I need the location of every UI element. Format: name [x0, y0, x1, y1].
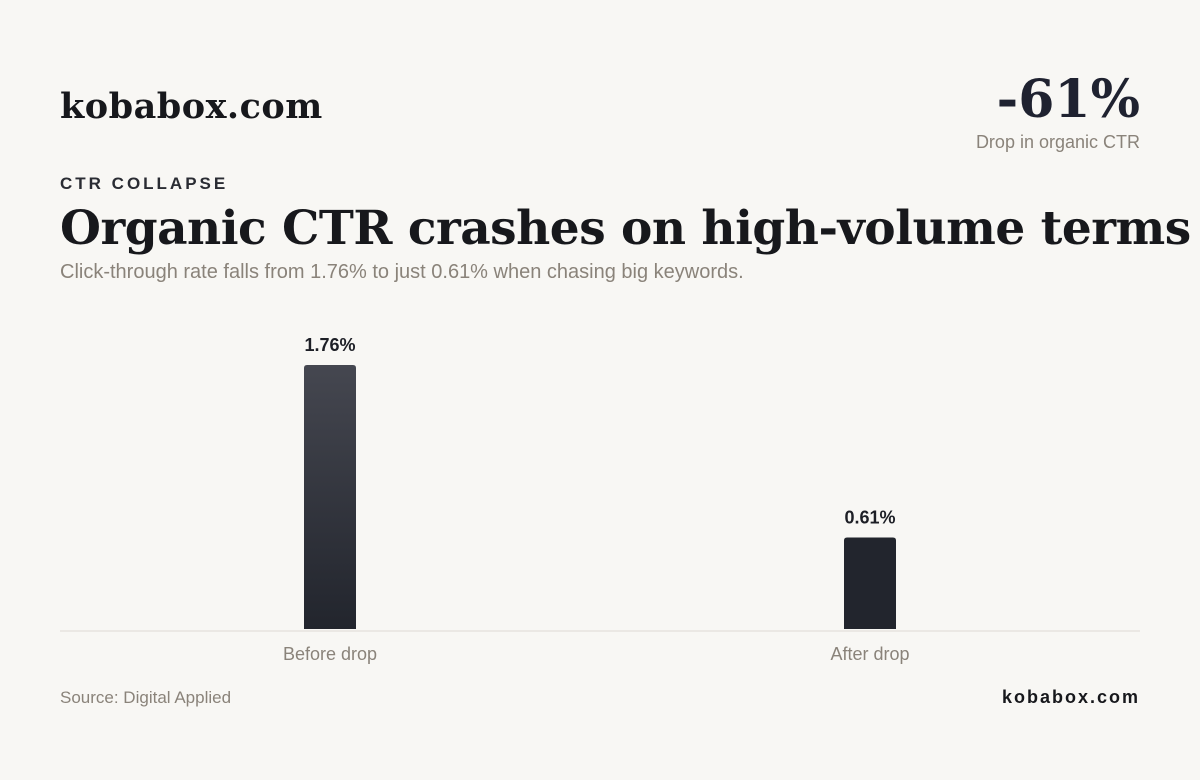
- value-label: 0.61%: [844, 508, 895, 528]
- category-label: Before drop: [283, 644, 377, 664]
- bar-after-drop: [844, 537, 896, 629]
- eyebrow-label: CTR COLLAPSE: [60, 174, 229, 193]
- chart-subtitle: Click-through rate falls from 1.76% to j…: [60, 261, 744, 283]
- kpi-value: -61%: [996, 69, 1140, 130]
- brand-logo: kobabox.com: [60, 86, 323, 127]
- kpi-block: -61% Drop in organic CTR: [976, 70, 1140, 153]
- value-label: 1.76%: [304, 335, 355, 355]
- kpi-label: Drop in organic CTR: [975, 132, 1140, 152]
- footer-brand: kobabox.com: [1001, 687, 1140, 707]
- bar-before-drop: [304, 365, 356, 629]
- category-label: After drop: [830, 644, 909, 664]
- chart-title: Organic CTR crashes on high-volume terms: [60, 201, 1191, 256]
- source-note: Source: Digital Applied: [60, 688, 232, 707]
